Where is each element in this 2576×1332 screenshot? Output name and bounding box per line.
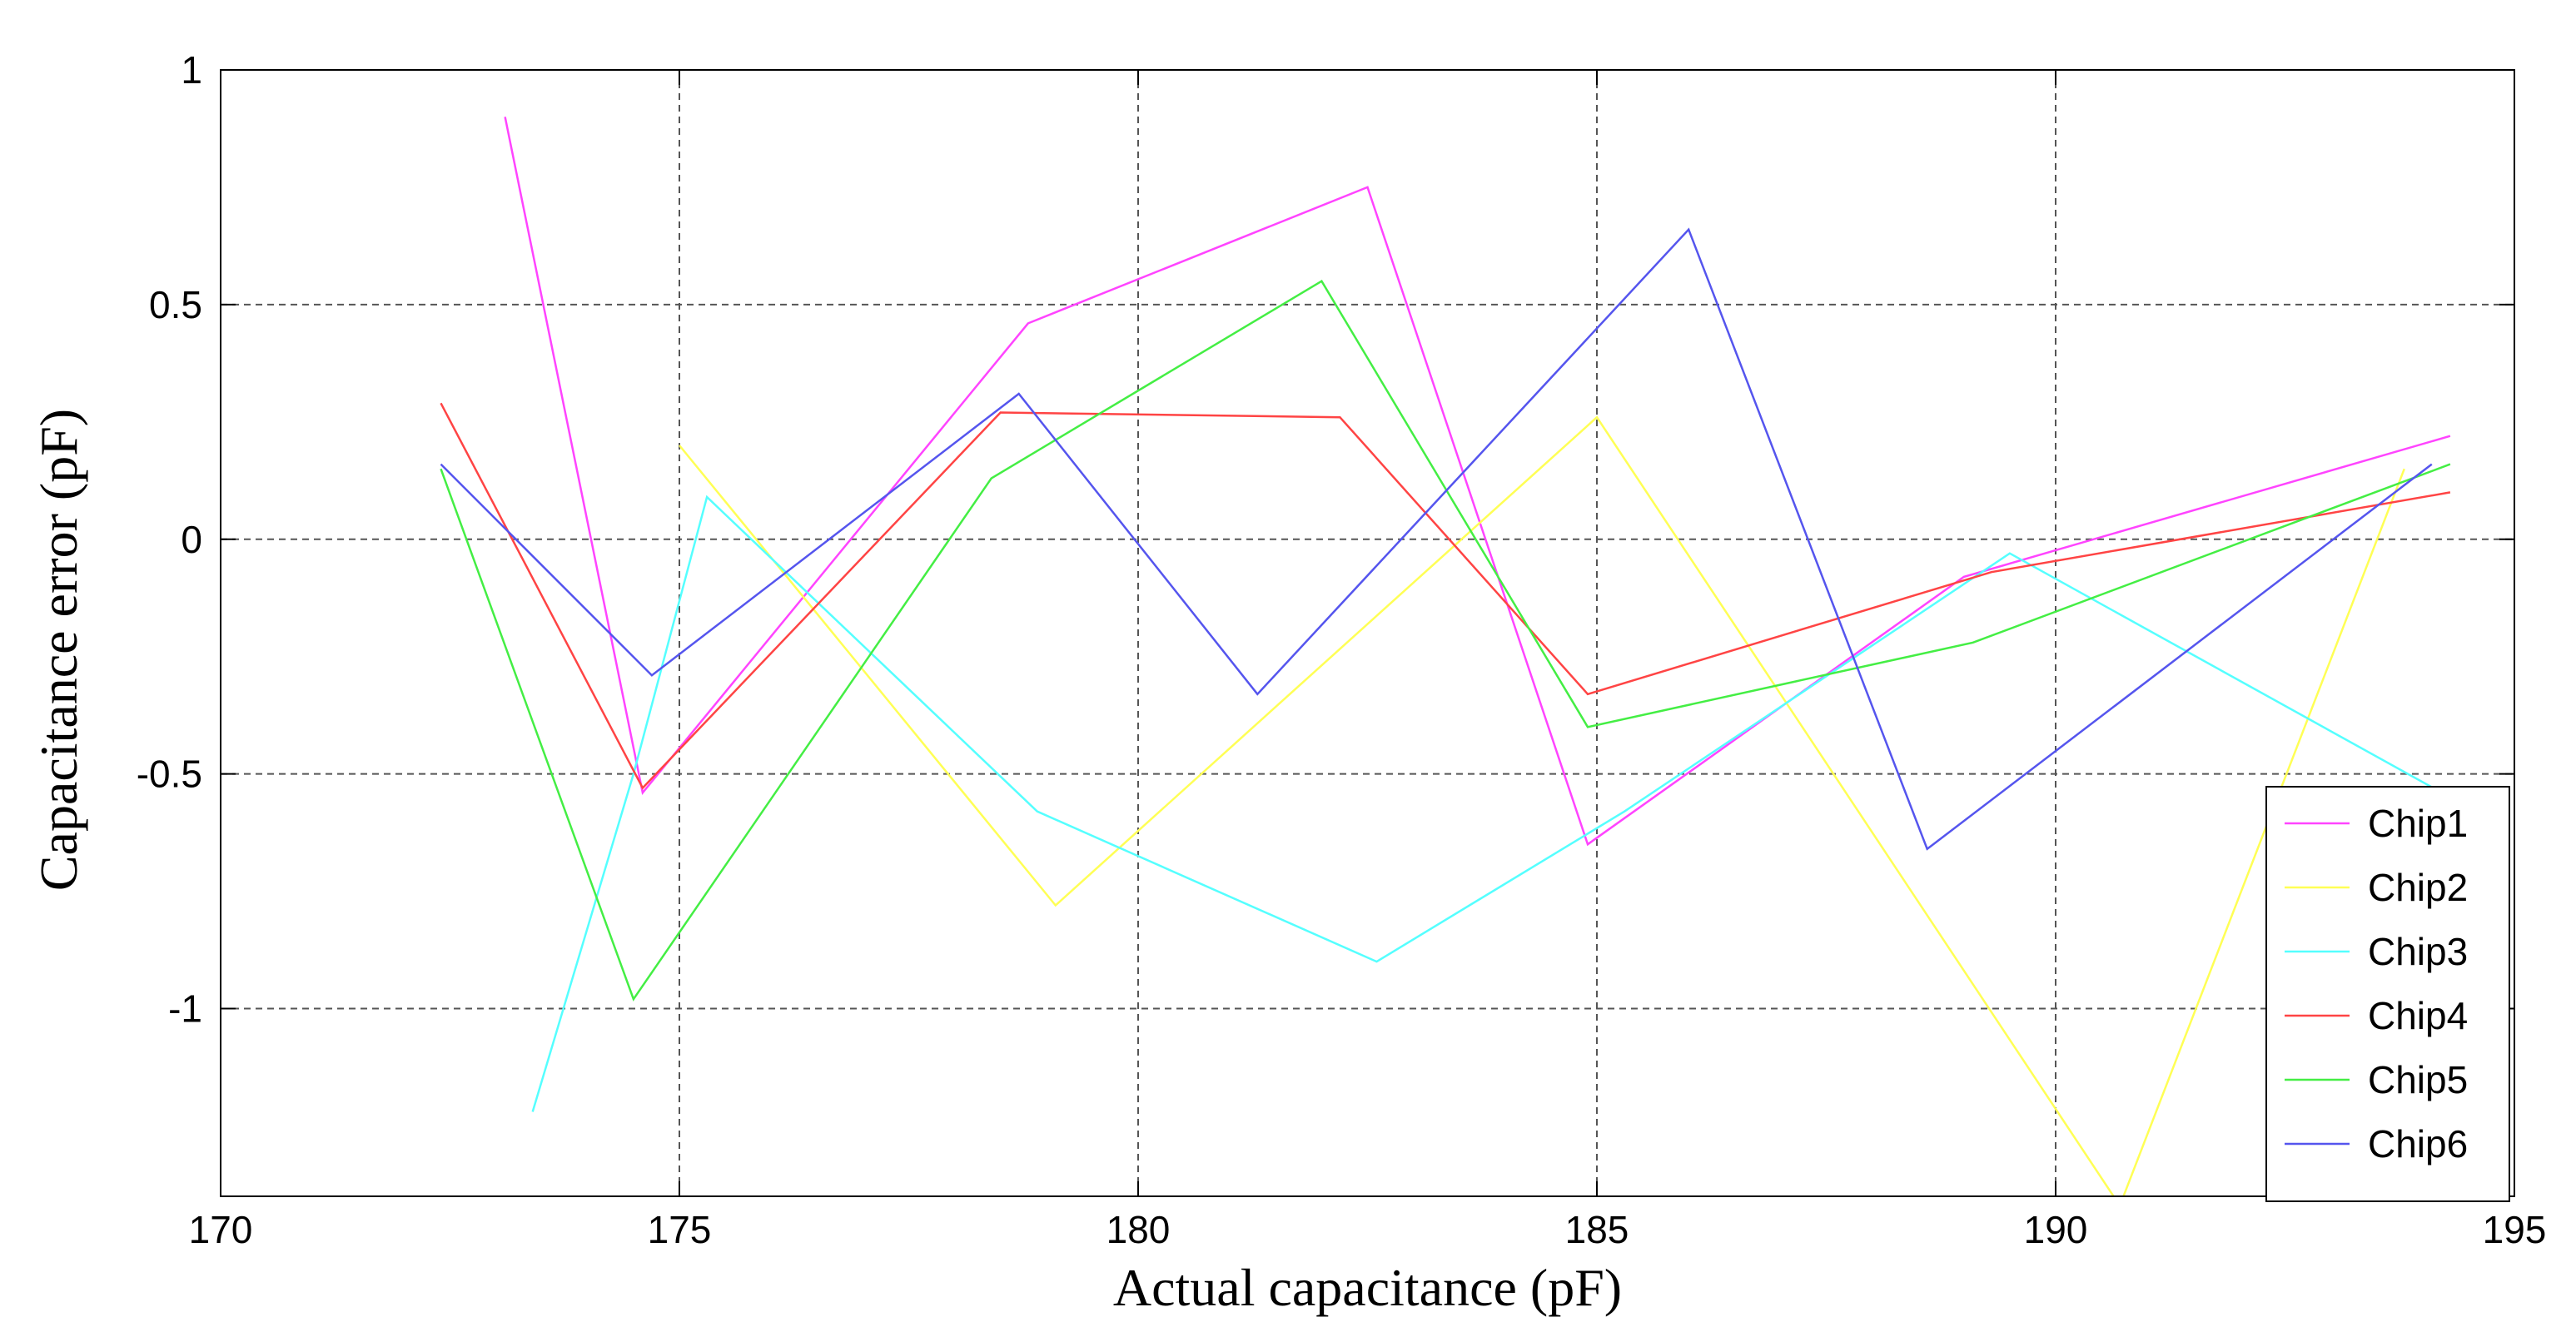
legend-item-chip6: Chip6: [2285, 1122, 2468, 1166]
y-tick-label: 1: [181, 48, 202, 92]
series-line-chip3: [531, 495, 2451, 1112]
ticks: 170 175 180 185 190 195 -1 -0.5 0 0.5 1: [137, 48, 2547, 1251]
series-line-chip6: [440, 227, 2433, 851]
legend-item-chip3: Chip3: [2285, 930, 2468, 973]
x-tick-label: 170: [189, 1208, 253, 1251]
x-tick-label: 180: [1106, 1208, 1171, 1251]
series-line-chip4: [440, 402, 2451, 790]
legend-label: Chip4: [2368, 994, 2468, 1037]
series-line-chip2: [679, 415, 2405, 1196]
legend-item-chip5: Chip5: [2285, 1058, 2468, 1101]
series-line-chip1: [504, 117, 2451, 847]
x-tick-label: 175: [648, 1208, 712, 1251]
legend-label: Chip2: [2368, 866, 2468, 909]
legend-label: Chip6: [2368, 1122, 2468, 1166]
y-tick-label: 0: [181, 518, 202, 561]
legend-label: Chip1: [2368, 802, 2468, 845]
legend-label: Chip5: [2368, 1058, 2468, 1101]
legend-item-chip4: Chip4: [2285, 994, 2468, 1037]
x-tick-label: 185: [1565, 1208, 1629, 1251]
plot-frame: [220, 69, 2515, 1197]
y-axis-label: Capacitance error (pF): [29, 409, 88, 891]
x-axis-label: Actual capacitance (pF): [1113, 1258, 1622, 1317]
legend-item-chip2: Chip2: [2285, 866, 2468, 909]
legend-label: Chip3: [2368, 930, 2468, 973]
legend: Chip1 Chip2 Chip3 Chip4 Chip5 Chip6: [2265, 786, 2510, 1202]
legend-item-chip1: Chip1: [2285, 802, 2468, 845]
y-tick-label: -0.5: [137, 753, 202, 796]
y-tick-label: -1: [168, 987, 202, 1031]
legend-box: [2265, 786, 2510, 1202]
y-tick-label: 0.5: [149, 283, 202, 326]
x-tick-label: 195: [2483, 1208, 2547, 1251]
grid: [221, 70, 2514, 1196]
series-lines: [440, 117, 2451, 1196]
series-line-chip5: [440, 279, 2451, 1001]
x-tick-label: 190: [2024, 1208, 2088, 1251]
